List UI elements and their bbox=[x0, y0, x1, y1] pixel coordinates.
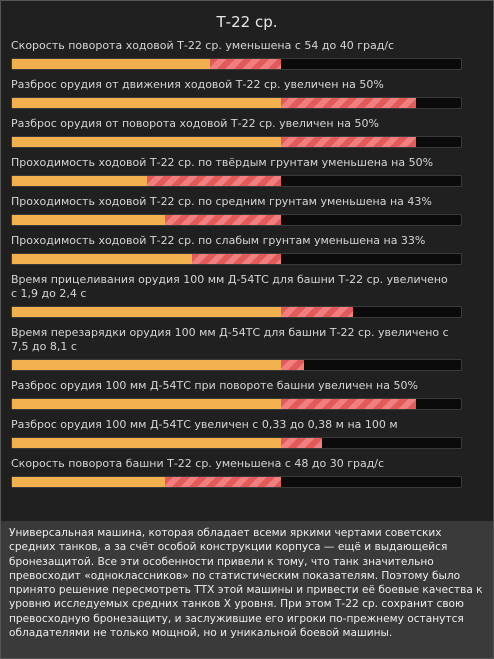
stat-row: Разброс орудия 100 мм Д-54ТС увеличен с … bbox=[11, 418, 481, 449]
bar-track bbox=[11, 359, 462, 371]
stat-text: Скорость поворота башни Т-22 ср. уменьше… bbox=[11, 457, 385, 470]
bar-change bbox=[281, 360, 304, 370]
bar-change bbox=[164, 215, 282, 225]
bar-change bbox=[281, 399, 417, 409]
bar-change bbox=[146, 176, 282, 186]
bar-base bbox=[12, 399, 282, 409]
stat-row: Скорость поворота ходовой Т-22 ср. умень… bbox=[11, 39, 481, 70]
bar-change bbox=[281, 137, 417, 147]
title: Т-22 ср. bbox=[216, 13, 278, 31]
bar-base bbox=[12, 307, 282, 317]
bar-track bbox=[11, 58, 462, 70]
bar-base bbox=[12, 176, 147, 186]
stat-row: Разброс орудия от движения ходовой Т-22 … bbox=[11, 78, 481, 109]
bar-change bbox=[209, 59, 282, 69]
stat-text: Разброс орудия 100 мм Д-54ТС увеличен с … bbox=[11, 418, 398, 431]
stat-row: Скорость поворота башни Т-22 ср. уменьше… bbox=[11, 457, 481, 488]
rows: Скорость поворота ходовой Т-22 ср. умень… bbox=[11, 39, 481, 496]
bar-change bbox=[281, 98, 417, 108]
bar-track bbox=[11, 214, 462, 226]
bar-track bbox=[11, 398, 462, 410]
stat-row: Разброс орудия от поворота ходовой Т-22 … bbox=[11, 117, 481, 148]
stat-text: Время перезарядки орудия 100 мм Д-54ТС д… bbox=[11, 326, 449, 353]
stat-row: Разброс орудия 100 мм Д-54ТС при поворот… bbox=[11, 379, 481, 410]
stat-text: Разброс орудия от поворота ходовой Т-22 … bbox=[11, 117, 379, 130]
stat-text: Разброс орудия 100 мм Д-54ТС при поворот… bbox=[11, 379, 418, 392]
bar-base bbox=[12, 98, 282, 108]
bar-change bbox=[281, 438, 322, 448]
description: Универсальная машина, которая обладает в… bbox=[1, 521, 493, 658]
bar-base bbox=[12, 438, 282, 448]
stat-text: Проходимость ходовой Т-22 ср. по слабым … bbox=[11, 234, 426, 247]
bar-base bbox=[12, 360, 282, 370]
bar-track bbox=[11, 175, 462, 187]
bar-base bbox=[12, 477, 165, 487]
bar-track bbox=[11, 476, 462, 488]
stat-text: Проходимость ходовой Т-22 ср. по твёрдым… bbox=[11, 156, 434, 169]
bar-track bbox=[11, 253, 462, 265]
stat-row: Проходимость ходовой Т-22 ср. по слабым … bbox=[11, 234, 481, 265]
bar-change bbox=[191, 254, 282, 264]
bar-base bbox=[12, 254, 192, 264]
bar-base bbox=[12, 137, 282, 147]
stat-text: Время прицеливания орудия 100 мм Д-54ТС … bbox=[11, 273, 448, 300]
stat-text: Проходимость ходовой Т-22 ср. по средним… bbox=[11, 195, 432, 208]
bar-track bbox=[11, 437, 462, 449]
stat-text: Скорость поворота ходовой Т-22 ср. умень… bbox=[11, 39, 395, 52]
bar-track bbox=[11, 306, 462, 318]
bar-base bbox=[12, 215, 165, 225]
stat-row: Проходимость ходовой Т-22 ср. по твёрдым… bbox=[11, 156, 481, 187]
bar-track bbox=[11, 97, 462, 109]
stat-row: Время прицеливания орудия 100 мм Д-54ТС … bbox=[11, 273, 481, 318]
bar-change bbox=[164, 477, 282, 487]
stat-row: Время перезарядки орудия 100 мм Д-54ТС д… bbox=[11, 326, 481, 371]
bar-track bbox=[11, 136, 462, 148]
stat-text: Разброс орудия от движения ходовой Т-22 … bbox=[11, 78, 384, 91]
bar-change bbox=[281, 307, 354, 317]
stat-row: Проходимость ходовой Т-22 ср. по средним… bbox=[11, 195, 481, 226]
bar-base bbox=[12, 59, 210, 69]
